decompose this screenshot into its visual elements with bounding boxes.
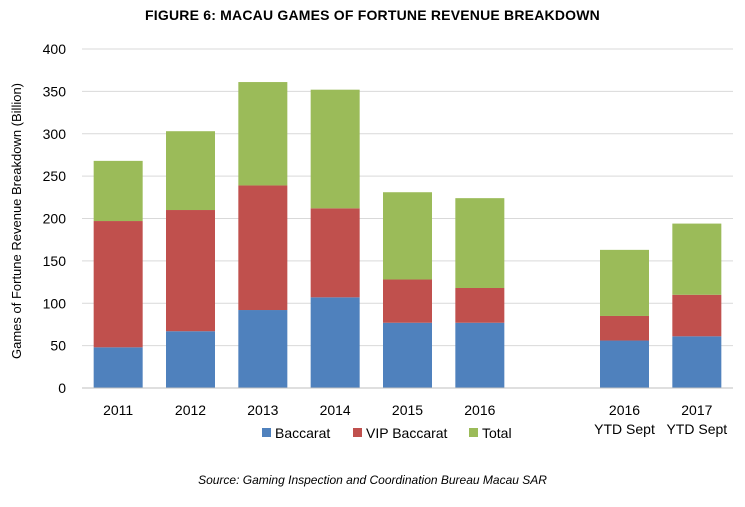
- bar-segment: [672, 294, 722, 337]
- legend-label: Total: [482, 425, 512, 441]
- y-axis-tick-labels: 0 50 100 150 200 250 300 350 400: [43, 41, 67, 396]
- bar-segment: [672, 223, 722, 295]
- chart-title: FIGURE 6: MACAU GAMES OF FORTUNE REVENUE…: [145, 7, 600, 23]
- bar-segment: [310, 297, 360, 388]
- y-axis-title: Games of Fortune Revenue Breakdown (Bill…: [9, 83, 24, 359]
- x-tick-label: 2017: [681, 402, 712, 418]
- bar-segment: [455, 287, 505, 323]
- bar-segment: [93, 160, 143, 222]
- x-tick-label: 2016: [464, 402, 495, 418]
- x-tick-label: 2011: [103, 402, 133, 418]
- legend-swatch: [353, 428, 362, 437]
- bar-segment: [93, 221, 143, 348]
- bar-segment: [672, 336, 722, 388]
- bar-segment: [600, 315, 649, 341]
- legend-swatch: [469, 428, 478, 437]
- bar-segment: [238, 185, 288, 311]
- x-tick-label: YTD Sept: [666, 421, 727, 437]
- bar-segment: [455, 198, 505, 288]
- bar-segment: [166, 331, 215, 388]
- x-tick-label: 2016: [609, 402, 640, 418]
- y-tick-label: 250: [43, 168, 67, 184]
- y-tick-label: 350: [43, 83, 67, 99]
- y-tick-label: 150: [43, 253, 67, 269]
- x-tick-label: 2015: [392, 402, 423, 418]
- x-tick-label: 2013: [247, 402, 278, 418]
- bar-segment: [383, 322, 432, 388]
- y-tick-label: 400: [43, 41, 67, 57]
- y-tick-label: 300: [43, 126, 67, 142]
- bar-segment: [238, 82, 288, 186]
- bar-segment: [166, 131, 215, 211]
- x-tick-label: 2012: [175, 402, 206, 418]
- bar-segment: [310, 208, 360, 298]
- bar-segment: [166, 210, 215, 332]
- legend-swatch: [262, 428, 271, 437]
- bar-segment: [600, 340, 649, 388]
- y-tick-label: 200: [43, 211, 67, 227]
- bar-segment: [455, 322, 505, 388]
- bar-segment: [93, 347, 143, 388]
- bar-segment: [238, 310, 288, 388]
- y-tick-label: 0: [58, 380, 66, 396]
- bar-segment: [383, 192, 432, 280]
- bars: [93, 82, 722, 388]
- x-tick-label: YTD Sept: [594, 421, 655, 437]
- legend-label: VIP Baccarat: [366, 425, 448, 441]
- source-note: Source: Gaming Inspection and Coordinati…: [198, 473, 547, 487]
- bar-segment: [383, 279, 432, 323]
- bar-segment: [600, 249, 649, 316]
- legend-label: Baccarat: [275, 425, 330, 441]
- y-tick-label: 100: [43, 295, 67, 311]
- y-tick-label: 50: [50, 338, 66, 354]
- legend: Baccarat VIP Baccarat Total: [262, 425, 512, 441]
- x-axis-tick-labels: 2011 2012 2013 2014 2015 2016 2016 YTD Sept 2017…: [103, 402, 727, 437]
- x-tick-label: 2014: [320, 402, 351, 418]
- bar-segment: [310, 89, 360, 209]
